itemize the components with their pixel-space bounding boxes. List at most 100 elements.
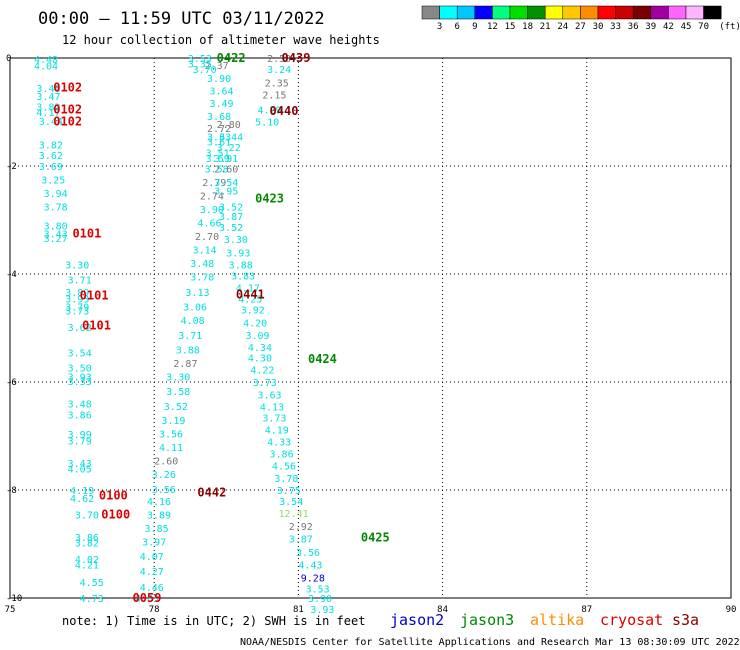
chart-title: 00:00 – 11:59 UTC 03/11/2022 (38, 9, 325, 29)
wave-height-value: 3.56 (159, 429, 183, 440)
pass-time-label: 0101 (82, 318, 111, 332)
satellite-jason3: jason3 (460, 611, 514, 629)
wave-height-value: 3.79 (65, 302, 89, 313)
wave-height-values: 4.484.043.463.473.824.173.443.823.623.69… (34, 54, 334, 616)
wave-height-value: 4.34 (248, 343, 272, 354)
wave-height-value: 3.63 (207, 132, 231, 143)
wave-height-value: 2.80 (217, 120, 241, 131)
legend-swatch (668, 5, 687, 20)
wave-height-value: 3.91 (214, 154, 238, 165)
wave-height-value: 2.70 (195, 232, 219, 243)
wave-height-value: 3.78 (190, 273, 214, 284)
legend-swatch (562, 5, 581, 20)
legend-label: 12 (487, 22, 498, 32)
legend-label: 33 (610, 22, 621, 32)
wave-height-value: 3.95 (214, 186, 238, 197)
wave-height-value: 3.64 (209, 86, 233, 97)
pass-time-label: 0059 (133, 591, 162, 605)
wave-height-value: 3.62 (39, 151, 63, 162)
wave-height-value: 3.90 (308, 594, 332, 605)
wave-height-value: 3.87 (219, 212, 243, 223)
satellite-legend: jason2 jason3 altika cryosat s3a (390, 611, 699, 629)
pass-time-label: 0441 (236, 288, 265, 302)
pass-time-label: 0442 (197, 486, 226, 500)
wave-height-value: 4.17 (236, 284, 260, 295)
satellite-jason2: jason2 (390, 611, 444, 629)
x-tick-label: 87 (581, 605, 592, 615)
wave-height-value: 4.33 (267, 437, 291, 448)
legend-swatch (615, 5, 634, 20)
wave-height-value: 5.10 (255, 118, 279, 129)
wave-height-value: 4.19 (265, 426, 289, 437)
plot-area (9, 57, 732, 599)
x-tick-label: 75 (5, 605, 16, 615)
wave-height-value: 4.27 (140, 567, 164, 578)
wave-height-value: 3.56 (296, 548, 320, 559)
wave-height-value: 3.50 (68, 363, 92, 374)
wave-height-value: 3.78 (44, 203, 68, 214)
wave-height-value: 2.60 (214, 165, 238, 176)
wave-height-value: 3.54 (214, 178, 238, 189)
wave-height-value: 2.15 (262, 91, 286, 102)
wave-height-value: 3.13 (185, 288, 209, 299)
wave-height-value: 3.73 (253, 378, 277, 389)
legend-swatch (685, 5, 704, 20)
wave-height-value: 4.07 (140, 552, 164, 563)
legend-label: 15 (505, 22, 516, 32)
wave-height-value: 3.82 (75, 538, 99, 549)
color-legend: 3 6 9 12 15 18 21 24 27 30 33 36 39 42 45 70 (ft) (421, 5, 740, 32)
wave-height-value: 3.93 (68, 373, 92, 384)
pass-time-label: 0422 (217, 51, 246, 65)
wave-height-value: 3.90 (200, 205, 224, 216)
wave-height-value: 3.49 (209, 99, 233, 110)
wave-height-value: 3.92 (241, 306, 265, 317)
y-tick-label: -2 (6, 162, 17, 172)
wave-height-value: 3.73 (65, 307, 89, 318)
wave-height-value: 3.87 (289, 535, 313, 546)
wave-height-value: 3.26 (152, 470, 176, 481)
pass-time-label: 0440 (270, 104, 299, 118)
wave-height-value: 3.56 (152, 485, 176, 496)
wave-height-value: 3.89 (147, 510, 171, 521)
wave-height-value: 3.70 (75, 510, 99, 521)
legend-swatch (703, 5, 722, 20)
wave-height-value: 2.35 (265, 78, 289, 89)
wave-height-value: 4.55 (80, 578, 104, 589)
wave-height-value: 4.63 (135, 594, 159, 605)
wave-height-value: 3.14 (193, 246, 217, 257)
wave-height-value: 3.79 (68, 436, 92, 447)
wave-height-value: 3.83 (231, 272, 255, 283)
wave-height-value: 4.66 (197, 219, 221, 230)
chart-subtitle: 12 hour collection of altimeter wave hei… (62, 33, 380, 47)
footer-credit: NOAA/NESDIS Center for Satellite Applica… (240, 637, 740, 648)
wave-height-value: 4.11 (159, 443, 183, 454)
wave-height-value: 3.30 (65, 260, 89, 271)
wave-height-value: 3.78 (274, 474, 298, 485)
legend-swatch (492, 5, 511, 20)
wave-height-value: 4.43 (298, 561, 322, 572)
wave-height-value: 4.29 (258, 105, 282, 116)
satellite-altika: altika (530, 611, 584, 629)
wave-height-value: 3.54 (68, 348, 92, 359)
wave-height-value: 2.79 (202, 178, 226, 189)
wave-height-value: 3.89 (65, 288, 89, 299)
legend-label: 3 (437, 22, 442, 32)
legend-swatch (456, 5, 476, 20)
wave-height-value: 4.04 (34, 62, 58, 73)
wave-height-value: 3.44 (219, 132, 243, 143)
y-tick-label: -6 (6, 378, 17, 388)
legend-label: 45 (681, 22, 692, 32)
pass-time-label: 0102 (53, 102, 82, 116)
y-tick-label: 0 (6, 54, 11, 64)
legend-label: 27 (575, 22, 586, 32)
wave-height-value: 3.88 (229, 260, 253, 271)
wave-height-value: 3.27 (44, 234, 68, 245)
wave-height-value: 3.94 (44, 189, 68, 200)
wave-height-value: 2.92 (289, 522, 313, 533)
wave-height-value: 3.62 (68, 323, 92, 334)
wave-height-value: 3.68 (207, 112, 231, 123)
wave-height-value: 3.43 (68, 459, 92, 470)
pass-time-labels: 0102010201020101010101010100010000590422… (53, 51, 390, 605)
wave-height-value: 2.74 (200, 192, 224, 203)
pass-time-label: 0101 (80, 289, 109, 303)
